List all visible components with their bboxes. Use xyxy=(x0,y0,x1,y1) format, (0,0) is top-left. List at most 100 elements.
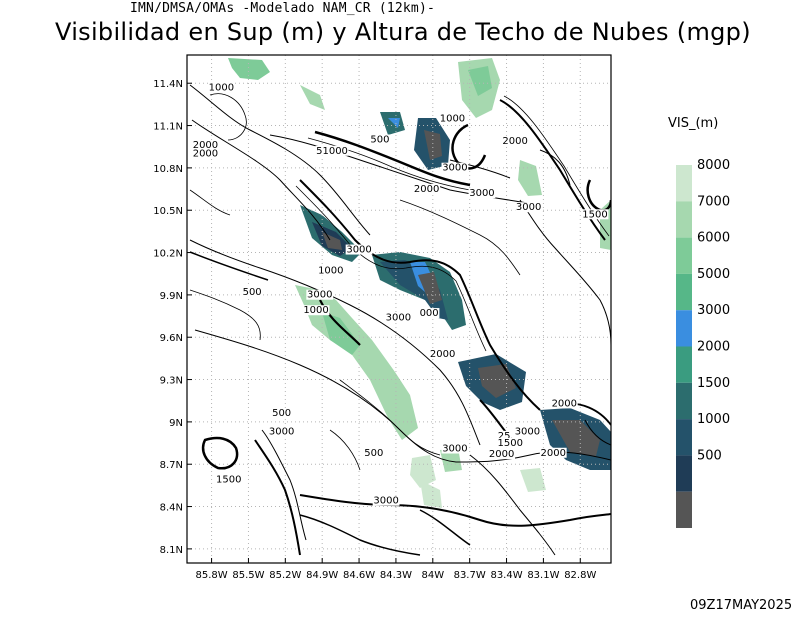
contour-label-bg xyxy=(514,426,541,437)
source-line: IMN/DMSA/OMAs -Modelado NAM_CR (12km)- xyxy=(130,1,436,16)
contour-label-bg xyxy=(429,348,457,359)
contour-label-bg xyxy=(539,447,567,458)
legend-level-label: 6000 xyxy=(697,231,730,246)
contour-label-bg xyxy=(363,447,385,458)
latitude-ticks: 11.4N 11.1N 10.8N 10.5N 10.2N 9.9N 9.6N 9.3N 9N 8… xyxy=(153,79,192,556)
contour-label: 2000 xyxy=(414,184,439,195)
legend-swatch xyxy=(676,491,692,528)
legend-level-label: 1500 xyxy=(697,376,730,391)
contour-label-bg xyxy=(581,209,609,220)
contour-label-bg xyxy=(302,305,330,316)
graticule xyxy=(187,55,611,563)
lat-tick-label: 9.9N xyxy=(160,291,183,302)
lon-tick-label: 82.8W xyxy=(564,570,596,581)
contour-label-bg xyxy=(488,449,516,460)
lat-tick-label: 10.2N xyxy=(153,249,183,260)
contour-label: 3000 xyxy=(386,312,411,323)
contour-label: 1000 xyxy=(440,113,465,124)
contour-label: 2000 xyxy=(430,349,455,360)
legend-title: VIS_(m) xyxy=(668,116,719,131)
plot-frame xyxy=(186,54,612,564)
contour-label-bg xyxy=(441,162,469,173)
contour-label: 500 xyxy=(272,408,291,419)
contour-label: 1000 xyxy=(318,266,343,277)
contour-label: 2000 xyxy=(541,448,566,459)
contour-label-bg xyxy=(192,148,219,159)
contour-label-bg xyxy=(501,135,529,146)
lat-tick-label: 9.6N xyxy=(160,333,183,344)
lon-tick-label: 84.3W xyxy=(380,570,412,581)
legend-level-label: 2000 xyxy=(697,340,730,355)
contour-label: 1500 xyxy=(582,209,607,220)
contour-label-bg xyxy=(271,408,292,419)
contour-label-bg xyxy=(315,145,349,156)
lat-tick-label: 11.1N xyxy=(153,122,183,133)
contour-label-bg xyxy=(369,134,391,145)
lon-tick-label: 85.8W xyxy=(196,570,228,581)
contour-label-bg xyxy=(468,188,496,199)
contour-label-bg xyxy=(208,82,235,93)
lat-tick-label: 8.7N xyxy=(160,460,183,471)
contour-label: 3000 xyxy=(307,290,332,301)
legend-swatch xyxy=(676,237,692,274)
legend-level-label: 3000 xyxy=(697,303,730,318)
contour-label: 1500 xyxy=(216,475,241,486)
contour-label: 500 xyxy=(370,134,389,145)
lon-tick-label: 84.9W xyxy=(306,570,338,581)
contour-label: 000 xyxy=(420,308,439,319)
contour-label: 3000 xyxy=(373,496,398,507)
contour-label: 3000 xyxy=(516,202,541,213)
lon-tick-label: 83.7W xyxy=(454,570,486,581)
lat-tick-label: 8.4N xyxy=(160,503,183,514)
lon-tick-label: 83.4W xyxy=(490,570,522,581)
contour-label: 500 xyxy=(364,448,383,459)
contour-label-bg xyxy=(413,183,441,194)
contour-label: 2000 xyxy=(489,449,514,460)
lon-tick-label: 85.2W xyxy=(269,570,301,581)
lat-tick-label: 9.3N xyxy=(160,376,183,387)
contour-label: 2000 xyxy=(552,398,577,409)
legend-swatch xyxy=(676,419,692,456)
contour-label: 2000 xyxy=(193,140,218,151)
legend-swatch xyxy=(676,165,692,202)
lat-tick-label: 10.8N xyxy=(153,164,183,175)
contour-label: 51000 xyxy=(316,146,348,157)
contour-label-bg xyxy=(418,308,440,319)
legend-level-label: 500 xyxy=(697,448,722,463)
contour-label: 2000 xyxy=(193,149,218,160)
contour-label: 1000 xyxy=(303,305,328,316)
legend-swatch xyxy=(676,273,692,311)
lon-tick-label: 84W xyxy=(421,570,444,581)
legend-level-label: 7000 xyxy=(697,194,730,209)
contour-label-bg xyxy=(515,202,543,213)
contour-label-bg xyxy=(496,430,512,441)
contour-label-bg xyxy=(268,426,296,437)
contour-label-bg xyxy=(241,286,263,297)
contour-label: 1500 xyxy=(497,438,522,449)
visibility-legend: 8000 7000 6000 5000 3000 2000 1500 1000 500 xyxy=(676,158,730,528)
legend-swatch xyxy=(676,346,692,383)
contour-label: 1000 xyxy=(209,82,234,93)
contour-label-bg xyxy=(317,265,345,276)
contour-label-bg xyxy=(441,443,469,454)
contour-label: 3000 xyxy=(515,427,540,438)
lon-tick-label: 83.1W xyxy=(527,570,559,581)
lat-tick-label: 11.4N xyxy=(153,79,183,90)
lat-tick-label: 8.1N xyxy=(160,545,183,556)
contour-label-bg xyxy=(306,289,334,300)
longitude-ticks: 85.8W 85.5W 85.2W 84.9W 84.6W 84.3W 84W 83.7W 83… xyxy=(196,558,596,581)
contour-label-bg xyxy=(192,140,219,151)
contour-label-bg xyxy=(550,398,578,409)
legend-swatch xyxy=(676,455,692,492)
contour-label: 3000 xyxy=(442,444,467,455)
contour-label: 2000 xyxy=(502,136,527,147)
contour-label-bg xyxy=(496,437,524,448)
contour-label: 3000 xyxy=(469,188,494,199)
contour-label-bg xyxy=(439,113,466,124)
lat-tick-label: 9N xyxy=(169,418,183,429)
lon-tick-label: 85.5W xyxy=(232,570,264,581)
contour-label-bg xyxy=(345,244,373,255)
legend-swatch xyxy=(676,201,692,238)
